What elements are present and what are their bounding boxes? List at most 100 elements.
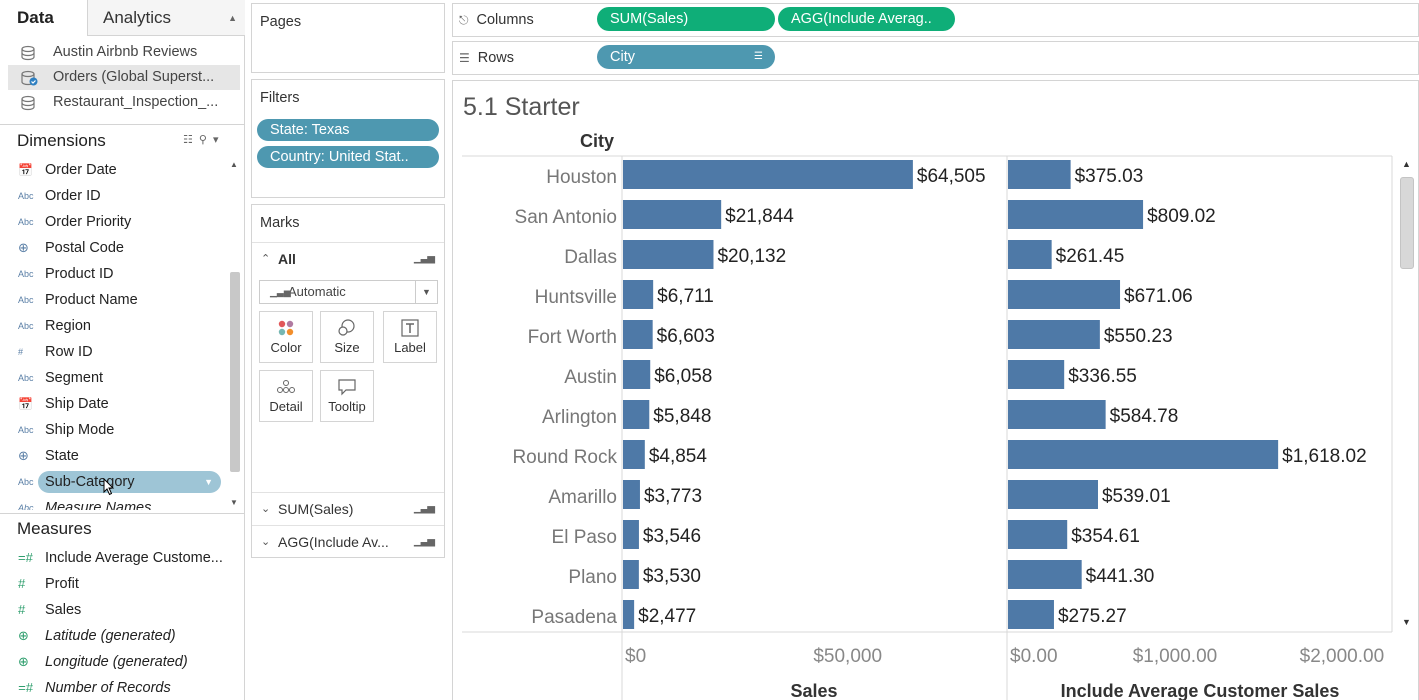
sort-descending-icon[interactable]: ☰ bbox=[754, 51, 763, 62]
bar bbox=[1008, 360, 1065, 389]
tooltip-icon bbox=[321, 371, 373, 399]
datasource-icon bbox=[21, 95, 35, 111]
bar bbox=[623, 440, 645, 469]
field-item[interactable]: 📅 Order Date bbox=[0, 157, 230, 183]
pages-card[interactable]: Pages bbox=[251, 3, 445, 73]
tab-analytics[interactable]: Analytics ▲ bbox=[88, 0, 245, 36]
rows-pill-city[interactable]: City ☰ bbox=[597, 45, 775, 69]
measures-list: =# Include Average Custome... # Profit # Sale… bbox=[0, 545, 230, 700]
tooltip-button[interactable]: Tooltip bbox=[320, 370, 374, 422]
scroll-down-icon[interactable]: ▼ bbox=[1402, 617, 1411, 627]
columns-shelf-label: ⎋ Columns bbox=[459, 4, 534, 36]
pages-title: Pages bbox=[260, 14, 302, 30]
datasource-item[interactable]: Restaurant_Inspection_... bbox=[8, 90, 240, 115]
field-item[interactable]: Abc Segment bbox=[0, 365, 230, 391]
bar-mark-icon: ▁▃▅ bbox=[270, 287, 291, 297]
number-icon: # bbox=[18, 576, 26, 591]
field-item[interactable]: Abc Region bbox=[0, 313, 230, 339]
field-item[interactable]: ⊕ State bbox=[0, 443, 230, 469]
scroll-thumb[interactable] bbox=[230, 272, 240, 472]
chevron-down-icon[interactable]: ▼ bbox=[415, 281, 437, 303]
field-item[interactable]: # Sales bbox=[0, 597, 230, 623]
datasource-active-icon bbox=[21, 70, 38, 86]
tab-menu-icon[interactable]: ▲ bbox=[228, 13, 237, 23]
field-item[interactable]: =# Include Average Custome... bbox=[0, 545, 230, 571]
field-item[interactable]: ⊕ Latitude (generated) bbox=[0, 623, 230, 649]
size-icon bbox=[321, 312, 373, 340]
marks-title: Marks bbox=[260, 215, 300, 231]
bar-data-label: $550.23 bbox=[1104, 326, 1173, 347]
label-button[interactable]: Label bbox=[383, 311, 437, 363]
datasource-item-selected[interactable]: Orders (Global Superst... bbox=[8, 65, 240, 90]
search-icon[interactable]: ⚲ bbox=[198, 134, 213, 146]
datasource-item[interactable]: Austin Airbnb Reviews bbox=[8, 40, 240, 65]
chevron-down-icon[interactable]: ⌄ bbox=[261, 536, 271, 548]
scroll-thumb[interactable] bbox=[1400, 177, 1414, 269]
filters-card[interactable]: Filters State: Texas Country: United Sta… bbox=[251, 79, 445, 198]
axis-tick-label: $0 bbox=[625, 646, 646, 667]
field-item[interactable]: ⊕ Longitude (generated) bbox=[0, 649, 230, 675]
rows-label-text: Rows bbox=[477, 50, 515, 66]
bar-mark-icon: ▁▃▅ bbox=[413, 503, 435, 514]
field-label: Include Average Custome... bbox=[45, 550, 223, 566]
marks-all-label: All bbox=[278, 251, 296, 267]
field-item[interactable]: Abc Product Name bbox=[0, 287, 230, 313]
field-item[interactable]: Abc Ship Mode bbox=[0, 417, 230, 443]
field-label: Ship Date bbox=[45, 396, 109, 412]
filter-pill-country[interactable]: Country: United Stat.. bbox=[257, 146, 439, 168]
rows-shelf[interactable]: ☰ Rows City ☰ bbox=[452, 41, 1419, 75]
bar bbox=[1008, 600, 1054, 629]
size-button[interactable]: Size bbox=[320, 311, 374, 363]
city-label: Fort Worth bbox=[528, 327, 617, 348]
label-label: Label bbox=[394, 340, 426, 355]
string-icon: Abc bbox=[18, 503, 34, 510]
field-item[interactable]: =# Number of Records bbox=[0, 675, 230, 700]
string-icon: Abc bbox=[18, 295, 34, 305]
columns-pill-agg[interactable]: AGG(Include Averag.. bbox=[778, 7, 955, 31]
columns-pill-sales[interactable]: SUM(Sales) bbox=[597, 7, 775, 31]
calculated-number-icon: =# bbox=[18, 680, 33, 695]
field-item[interactable]: Abc Product ID bbox=[0, 261, 230, 287]
field-item[interactable]: ⊕ Postal Code bbox=[0, 235, 230, 261]
view-scrollbar[interactable]: ▲ ▼ bbox=[1397, 157, 1417, 631]
bar bbox=[1008, 480, 1098, 509]
tab-data[interactable]: Data bbox=[0, 0, 88, 36]
detail-button[interactable]: Detail bbox=[259, 370, 313, 422]
filter-pill-state[interactable]: State: Texas bbox=[257, 119, 439, 141]
bar bbox=[1008, 440, 1279, 469]
marks-agg-row[interactable]: ⌄ AGG(Include Av... ▁▃▅ bbox=[252, 525, 444, 557]
field-item[interactable]: # Row ID bbox=[0, 339, 230, 365]
mark-type-select[interactable]: ▁▃▅ Automatic ▼ bbox=[259, 280, 438, 304]
worksheet-title: 5.1 Starter bbox=[463, 93, 580, 121]
city-label: Amarillo bbox=[548, 487, 617, 508]
marks-all-row[interactable]: ⌃ All ▁▃▅ bbox=[252, 242, 444, 274]
field-menu-icon[interactable]: ▼ bbox=[204, 477, 213, 487]
string-icon: Abc bbox=[18, 425, 34, 435]
menu-dropdown-icon[interactable]: ▾ bbox=[212, 134, 225, 146]
color-button[interactable]: Color bbox=[259, 311, 313, 363]
scroll-up-icon[interactable]: ▲ bbox=[230, 160, 238, 169]
bar bbox=[1008, 200, 1144, 229]
scroll-down-icon[interactable]: ▼ bbox=[230, 498, 238, 507]
rows-pill-city-label: City bbox=[610, 49, 635, 65]
field-item[interactable]: ▼ Abc Sub-Category bbox=[0, 469, 230, 495]
selected-field-highlight[interactable]: ▼ bbox=[38, 471, 221, 493]
field-item[interactable]: Abc Order Priority bbox=[0, 209, 230, 235]
city-label: Houston bbox=[546, 167, 617, 188]
bar-data-label: $354.61 bbox=[1071, 526, 1140, 547]
bar bbox=[623, 400, 650, 429]
list-view-icon[interactable]: ☷ bbox=[183, 134, 199, 146]
field-item[interactable]: Abc Measure Names bbox=[0, 495, 230, 510]
chevron-up-icon[interactable]: ⌃ bbox=[261, 253, 271, 265]
field-item[interactable]: Abc Order ID bbox=[0, 183, 230, 209]
dimensions-scrollbar[interactable]: ▲ ▼ bbox=[228, 160, 242, 510]
chevron-down-icon[interactable]: ⌄ bbox=[261, 503, 271, 515]
field-item[interactable]: 📅 Ship Date bbox=[0, 391, 230, 417]
field-item[interactable]: # Profit bbox=[0, 571, 230, 597]
marks-sales-row[interactable]: ⌄ SUM(Sales) ▁▃▅ bbox=[252, 492, 444, 524]
scroll-up-icon[interactable]: ▲ bbox=[1402, 159, 1411, 169]
number-icon: # bbox=[18, 602, 26, 617]
field-label: Number of Records bbox=[45, 680, 171, 696]
mouse-cursor-icon bbox=[103, 478, 115, 496]
